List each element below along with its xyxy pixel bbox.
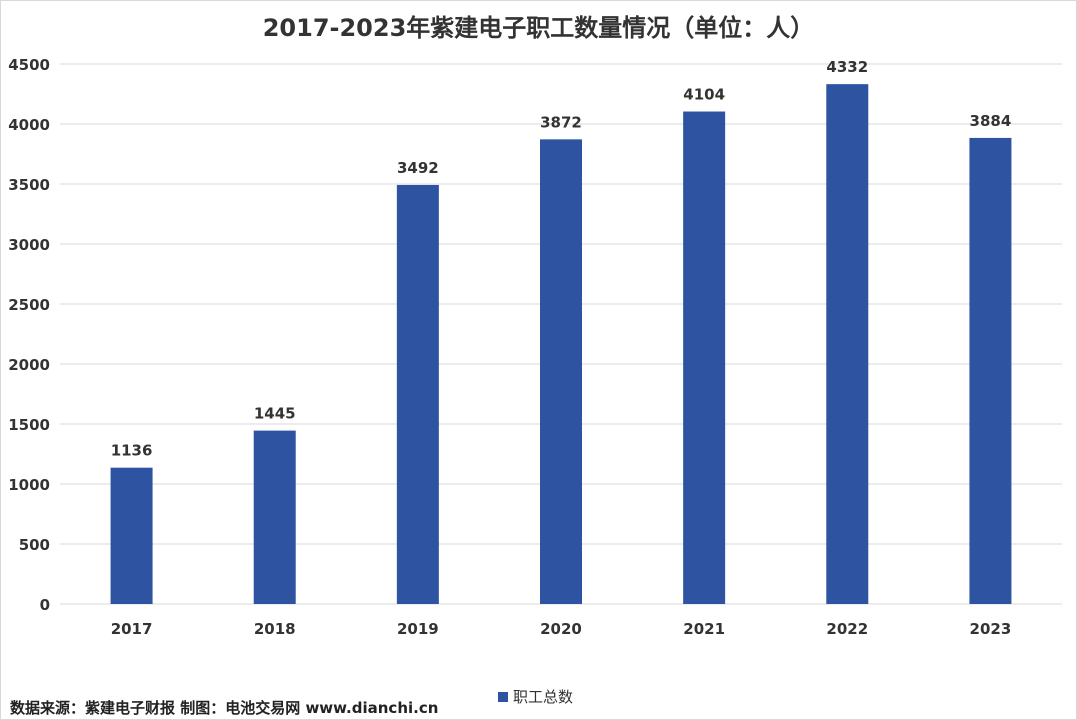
bar-value-label: 3492 [397,159,439,177]
bar-value-label: 3872 [540,113,582,131]
bar-value-label: 1445 [254,405,296,423]
x-tick-label: 2018 [254,620,296,638]
bar [110,467,153,604]
legend-label: 职工总数 [513,688,574,706]
y-tick-label: 2500 [8,296,50,314]
x-tick-label: 2017 [111,620,153,638]
x-tick-label: 2023 [970,620,1012,638]
bar-value-label: 4332 [826,58,868,76]
legend-swatch [498,691,508,702]
bar-value-label: 3884 [970,112,1012,130]
x-tick-label: 2021 [683,620,725,638]
chart-title: 2017-2023年紫建电子职工数量情况（单位：人） [262,14,815,42]
y-tick-label: 2000 [8,356,50,374]
bar [969,137,1012,605]
y-tick-label: 3000 [8,236,50,254]
x-tick-label: 2019 [397,620,439,638]
y-tick-label: 0 [40,596,50,614]
bar [540,139,582,605]
bar-value-label: 1136 [111,442,153,460]
y-tick-label: 1000 [8,476,50,494]
bar [396,184,439,604]
y-tick-label: 4000 [8,116,50,134]
y-tick-label: 1500 [8,416,50,434]
y-tick-label: 4500 [8,56,50,74]
bar-value-label: 4104 [683,86,725,104]
chart-legend: 职工总数 [498,686,573,707]
y-tick-label: 500 [19,536,50,554]
x-tick-label: 2022 [826,620,868,638]
source-note: 数据来源：紫建电子财报 制图：电池交易网 www.dianchi.cn [10,699,439,717]
x-tick-label: 2020 [540,620,582,638]
bar [683,111,726,605]
bar [253,430,296,604]
y-tick-label: 3500 [8,176,50,194]
bar [826,84,869,604]
